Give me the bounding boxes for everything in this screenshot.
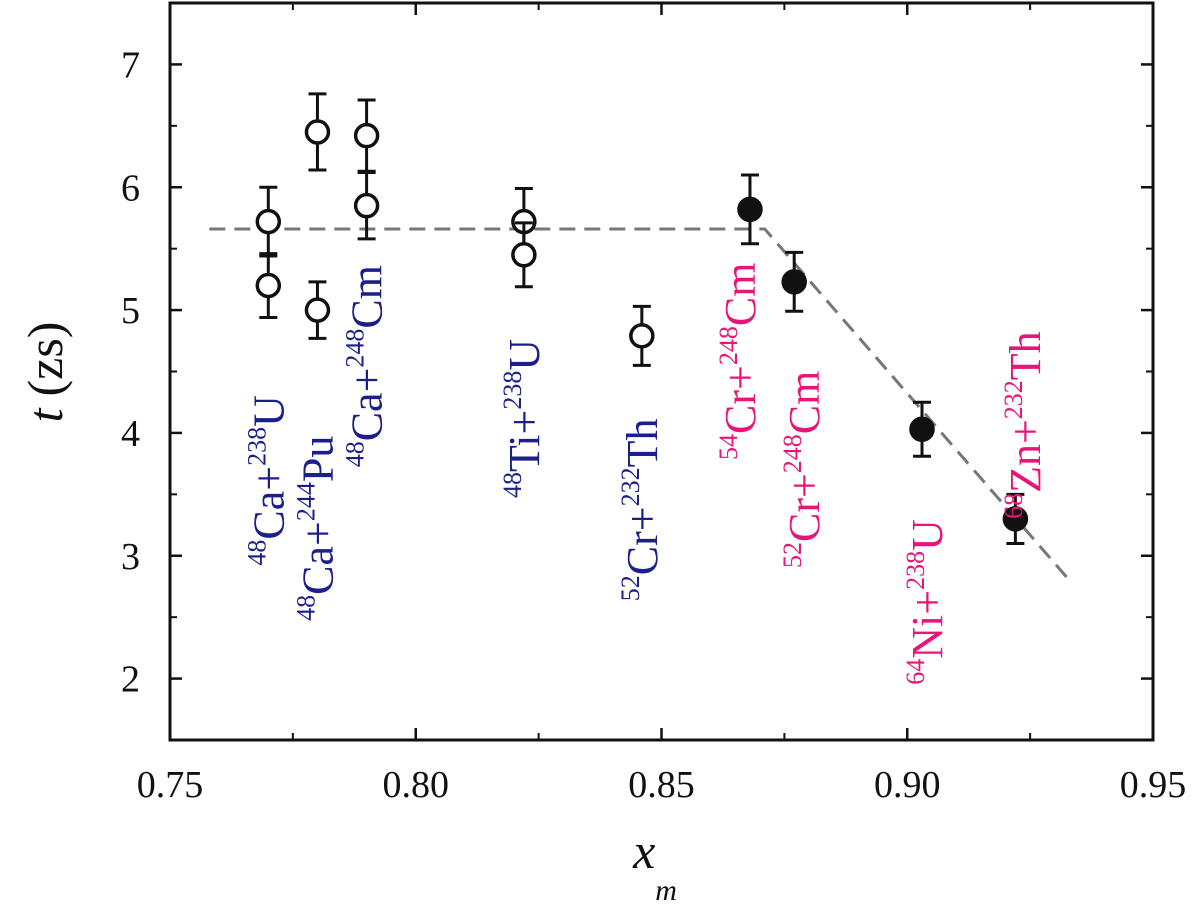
- reaction-label: 54Cr+248Cm: [714, 263, 765, 460]
- open-data-point: [304, 119, 331, 145]
- mass-number: 52: [616, 575, 645, 601]
- mass-number: 68: [1000, 493, 1029, 519]
- mass-number: 238: [243, 427, 272, 466]
- nucleus-symbol: U: [500, 339, 549, 371]
- reaction-label: 48Ca+244Pu: [292, 436, 343, 621]
- nucleus-symbol: Cr+: [618, 506, 667, 575]
- y-tick-label: 7: [121, 44, 140, 86]
- nucleus-symbol: Cm: [716, 263, 765, 327]
- trend-line: [209, 227, 1071, 582]
- trend-line-group: [209, 227, 1071, 582]
- nucleus-symbol: Ni+: [903, 590, 952, 659]
- mass-number: 248: [714, 326, 743, 365]
- reaction-label: 68Zn+232Th: [1000, 331, 1051, 519]
- reaction-label: 52Cr+232Th: [616, 418, 667, 601]
- x-tick-label: 0.90: [874, 764, 941, 806]
- reaction-label: 48Ti+238U: [498, 339, 549, 498]
- mass-number: 248: [778, 434, 807, 473]
- reaction-label: 48Ca+238U: [243, 395, 294, 565]
- y-axis-title: t (zs): [17, 322, 73, 423]
- x-tick-label: 0.80: [383, 764, 450, 806]
- reaction-label: 64Ni+238U: [901, 519, 952, 685]
- nucleus-symbol: Cr+: [716, 365, 765, 434]
- x-axis-title: xm: [632, 823, 677, 907]
- y-tick-label: 2: [121, 659, 140, 701]
- filled-data-point: [1002, 506, 1029, 532]
- y-axis-unit: (zs): [17, 322, 73, 397]
- nucleus-symbol: Cm: [780, 371, 829, 435]
- x-axis-subscript: m: [655, 874, 677, 907]
- mass-number: 48: [341, 441, 370, 467]
- nucleus-symbol: Ca+: [244, 466, 293, 540]
- nucleus-symbol: U: [903, 519, 952, 551]
- nucleus-symbol: Ti+: [500, 410, 549, 472]
- y-tick-label: 3: [121, 536, 140, 578]
- ticks: 0.75 0.80 0.85 0.90 0.95 2 3 4 5 6 7: [121, 2, 1187, 806]
- reaction-labels: 48Ca+238U48Ca+244Pu48Ca+248Cm48Ti+238U52…: [243, 263, 1051, 685]
- open-data-point: [353, 192, 380, 219]
- y-axis-variable: t: [17, 407, 73, 422]
- nucleus-symbol: U: [244, 395, 293, 427]
- mass-number: 64: [901, 659, 930, 685]
- open-data-point: [629, 323, 655, 349]
- nucleus-symbol: Ca+: [343, 368, 392, 442]
- filled-data-point: [909, 416, 935, 442]
- open-data-point: [255, 208, 282, 235]
- y-tick-label: 6: [121, 167, 140, 209]
- open-data-point: [304, 297, 331, 323]
- data-points: [255, 92, 1029, 545]
- nucleus-symbol: Cm: [343, 265, 392, 329]
- mass-number: 244: [292, 482, 321, 521]
- x-tick-label: 0.75: [137, 764, 204, 806]
- mass-number: 54: [714, 434, 743, 460]
- mass-number: 232: [616, 467, 645, 506]
- mass-number: 48: [498, 472, 527, 498]
- mass-number: 48: [292, 595, 321, 621]
- nucleus-symbol: Ca+: [293, 521, 342, 595]
- reaction-label: 52Cr+248Cm: [778, 371, 829, 568]
- filled-data-point: [781, 269, 807, 295]
- nucleus-symbol: Cr+: [780, 473, 829, 542]
- x-tick-label: 0.85: [628, 764, 695, 806]
- nucleus-symbol: Pu: [293, 436, 342, 482]
- nucleus-symbol: Zn+: [1001, 419, 1050, 493]
- x-axis-variable: x: [632, 823, 655, 879]
- open-data-point: [511, 242, 537, 268]
- mass-number: 232: [1000, 380, 1029, 419]
- mass-number: 238: [498, 371, 527, 410]
- y-tick-label: 4: [121, 413, 140, 455]
- filled-data-point: [737, 196, 763, 223]
- mass-number: 48: [243, 540, 272, 566]
- mass-number: 52: [778, 542, 807, 568]
- mass-number: 248: [341, 329, 370, 368]
- nucleus-symbol: Th: [618, 418, 667, 467]
- mass-number: 238: [901, 551, 930, 590]
- y-tick-label: 5: [121, 290, 140, 332]
- reaction-label: 48Ca+248Cm: [341, 265, 392, 467]
- open-data-point: [255, 272, 282, 299]
- x-tick-label: 0.95: [1120, 764, 1187, 806]
- nucleus-symbol: Th: [1001, 331, 1050, 380]
- open-data-point: [353, 122, 380, 149]
